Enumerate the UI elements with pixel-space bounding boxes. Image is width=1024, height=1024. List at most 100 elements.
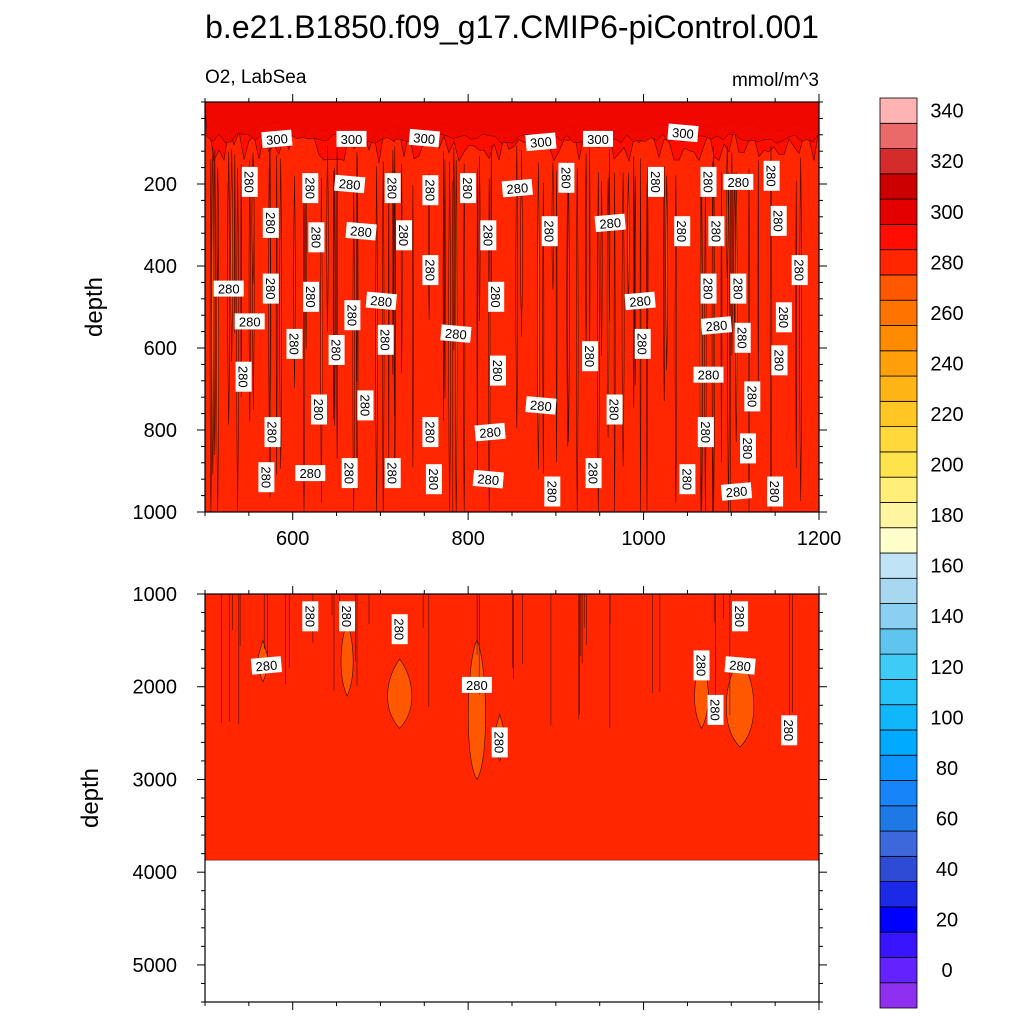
- contour-label: 280: [460, 173, 477, 204]
- contour-label: 280: [490, 355, 506, 386]
- upper-panel: O2, LabSea mmol/m^3 300 300 300 300 300 300 28…: [81, 67, 841, 550]
- lower-data-fill: [205, 594, 819, 861]
- colorbar-label: 220: [930, 404, 963, 426]
- contour-label-text: 280: [444, 326, 467, 343]
- contour-streak: [515, 145, 519, 429]
- contour-label-box: [734, 322, 751, 353]
- colorbar-box: [879, 274, 918, 301]
- contour-label-text: 280: [242, 171, 257, 193]
- contour-label: 280: [344, 300, 361, 331]
- contour-label: 280: [250, 656, 283, 675]
- colorbar-box: [879, 754, 918, 781]
- contour-label-box: [488, 281, 505, 312]
- contour-streak: [332, 170, 335, 420]
- contour-label-box: [594, 213, 626, 233]
- colorbar-label: 80: [936, 758, 958, 780]
- contour-label: 280: [262, 207, 279, 238]
- contour-label-box: [422, 255, 439, 286]
- contour-label-box: [261, 129, 293, 149]
- contour-label-text: 300: [265, 131, 288, 148]
- contour-streak: [621, 172, 625, 467]
- contour-streak: [236, 167, 239, 512]
- contour-label-text: 280: [701, 171, 716, 193]
- contour-label-text: 280: [422, 179, 437, 201]
- contour-label-box: [647, 166, 664, 197]
- contour-label-text: 280: [479, 424, 502, 441]
- contour-label-text: 280: [735, 327, 750, 349]
- colorbar-box: [879, 881, 918, 908]
- contour-label: 280: [234, 313, 265, 330]
- x-tick-label: 600: [276, 528, 309, 550]
- contour-streak: [727, 172, 730, 512]
- contour-streak: [795, 180, 797, 469]
- contour-label-text: 280: [694, 655, 709, 677]
- contour-label-box: [723, 173, 754, 190]
- colorbar-box: [879, 426, 918, 453]
- contour-label-text: 280: [708, 699, 723, 721]
- contour-label: 280: [303, 281, 320, 312]
- contour-label-text: 280: [342, 462, 357, 484]
- contour-label-box: [258, 462, 275, 493]
- contour-label-text: 280: [378, 329, 393, 351]
- contour-label-box: [634, 328, 651, 359]
- contour-label-text: 280: [422, 421, 437, 443]
- contour-label-box: [234, 313, 265, 330]
- contour-label-box: [384, 173, 401, 204]
- contour-label-text: 280: [679, 468, 694, 490]
- contour-label: 280: [634, 328, 651, 359]
- colorbar-label: 260: [930, 303, 963, 325]
- contour-label-box: [262, 273, 279, 304]
- contour-label-text: 280: [635, 333, 650, 355]
- contour-label: 280: [771, 345, 788, 376]
- contour-label-text: 280: [466, 678, 488, 693]
- contour-label: 280: [491, 727, 508, 758]
- contour-streak: [627, 172, 630, 307]
- contour-label-box: [480, 220, 497, 251]
- colorbar-box: [879, 628, 918, 655]
- contour-label-box: [624, 291, 656, 311]
- contour-label: 280: [501, 178, 533, 198]
- contour-streak: [704, 183, 707, 512]
- colorbar-label: 140: [930, 606, 963, 628]
- contour-label: 280: [339, 601, 356, 632]
- contour-label-text: 280: [422, 259, 437, 281]
- contour-streak: [478, 156, 481, 322]
- contour-label: 300: [336, 130, 367, 147]
- contour-label-text: 280: [299, 466, 321, 481]
- contour-label-text: 280: [396, 224, 411, 246]
- contour-streak: [733, 172, 736, 329]
- lower-axes: 1000 2000 3000 4000 5000: [133, 584, 827, 1010]
- contour-label-box: [303, 281, 320, 312]
- contour-label-text: 280: [781, 719, 796, 741]
- contour-label-text: 280: [460, 177, 475, 199]
- contour-label: 280: [488, 281, 505, 312]
- contour-streak: [665, 175, 668, 371]
- contour-label-box: [302, 173, 319, 204]
- contour-label-box: [422, 417, 439, 448]
- colorbar-label: 20: [936, 910, 958, 932]
- contour-label-box: [344, 300, 361, 331]
- contour-label: 280: [440, 324, 472, 343]
- contour-label: 280: [707, 694, 724, 725]
- contour-label-text: 280: [392, 618, 407, 640]
- contour-label: 280: [544, 476, 561, 507]
- contour-label-box: [235, 361, 252, 392]
- contour-label-text: 280: [287, 333, 302, 355]
- contour-label: 280: [775, 302, 792, 333]
- contour-label-text: 280: [344, 304, 359, 326]
- colorbar-box: [879, 97, 918, 124]
- contour-label-text: 280: [370, 293, 393, 310]
- contour-label: 280: [763, 160, 780, 191]
- contour-label-text: 280: [544, 481, 559, 503]
- contour-label-text: 280: [385, 462, 400, 484]
- contour-label: 280: [720, 482, 753, 501]
- contour-label-text: 280: [727, 175, 749, 190]
- contour-label: 280: [781, 715, 798, 746]
- contour-streak: [555, 170, 558, 463]
- contour-streak: [452, 147, 455, 351]
- contour-label: 300: [525, 132, 557, 152]
- lower-pocket: [340, 620, 354, 697]
- contour-streak: [576, 168, 579, 512]
- contour-streak: [211, 146, 215, 475]
- colorbar-label: 200: [930, 455, 963, 477]
